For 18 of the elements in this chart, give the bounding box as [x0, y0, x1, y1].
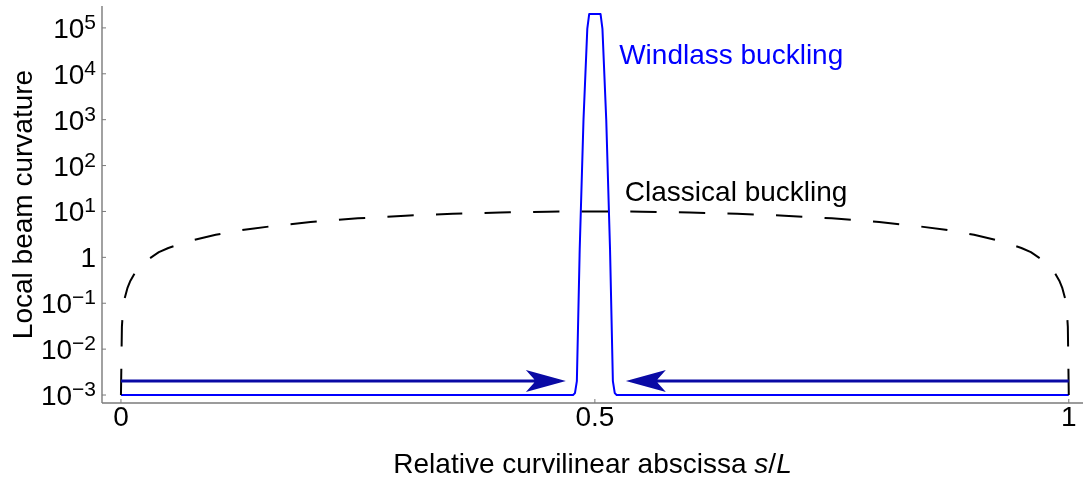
y-axis-title: Local beam curvature — [7, 69, 38, 340]
y-tick-label: 10$^{−1}$ — [40, 285, 96, 320]
y-tick-label: 10$^{−2}$ — [40, 330, 96, 366]
y-tick-label: 10$^{2}$ — [53, 147, 96, 182]
line-series — [119, 13, 1070, 397]
y-tick-label: 10$^{−3}$ — [40, 376, 96, 412]
y-tick-label: 1 — [80, 242, 96, 274]
line-series — [119, 210, 1070, 397]
y-tick-label: 10$^{4}$ — [53, 55, 97, 90]
x-tick-label: 1 — [1060, 401, 1077, 432]
y-tick-label: 10$^{5}$ — [53, 9, 96, 44]
series-label: Windlass buckling — [619, 39, 844, 71]
x-tick-label: 0.5 — [575, 401, 615, 432]
x-axis-title: Relative curvilinear abscissa s/L — [393, 448, 792, 479]
x-tick-label: 0 — [113, 401, 129, 432]
y-tick-label: 10$^{3}$ — [53, 101, 96, 136]
series-label: Classical buckling — [624, 176, 848, 208]
y-tick-label: 10$^{1}$ — [53, 193, 96, 228]
